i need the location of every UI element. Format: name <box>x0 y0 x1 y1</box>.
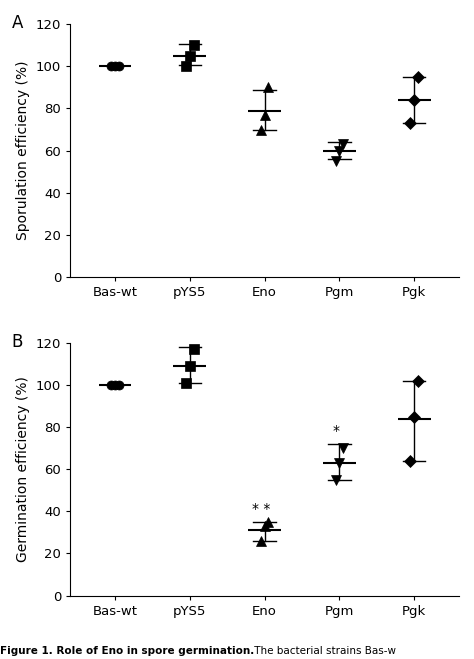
Text: * *: * * <box>252 501 270 515</box>
Text: A: A <box>12 14 23 32</box>
Text: Figure 1. Role of Eno in spore germination.: Figure 1. Role of Eno in spore germinati… <box>0 646 254 656</box>
Y-axis label: Sporulation efficiency (%): Sporulation efficiency (%) <box>16 61 30 241</box>
Text: The bacterial strains Bas-w: The bacterial strains Bas-w <box>251 646 396 656</box>
Text: B: B <box>12 333 23 351</box>
Y-axis label: Germination efficiency (%): Germination efficiency (%) <box>16 376 30 562</box>
Text: *: * <box>332 424 339 438</box>
